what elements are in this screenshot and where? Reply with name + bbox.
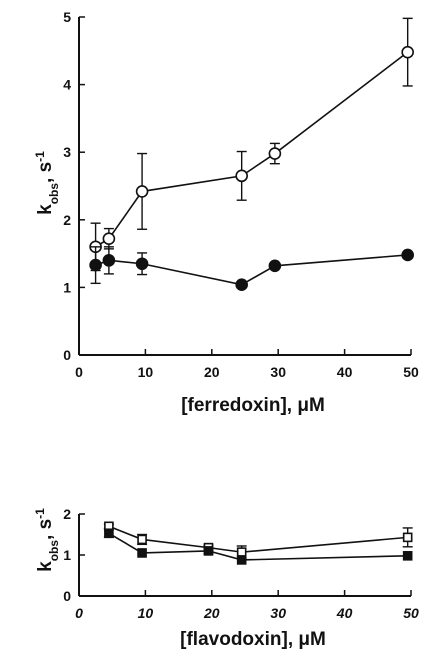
ferredoxin-x-axis-title: [ferredoxin], μM bbox=[181, 395, 325, 416]
flavodoxin-open-square-point bbox=[137, 534, 147, 545]
ferredoxin-open-circle-point bbox=[102, 232, 116, 246]
ferredoxin-open-circle-point bbox=[235, 169, 248, 183]
flavodoxin-filled-square-point bbox=[402, 551, 413, 561]
ferredoxin-y-tick-label: 5 bbox=[63, 9, 71, 25]
ferredoxin-filled-circle-point bbox=[401, 248, 414, 262]
ferredoxin-filled-circle-point bbox=[268, 259, 282, 273]
ferredoxin-open-circle-point bbox=[268, 147, 282, 160]
flavodoxin-x-tick-label: 0 bbox=[75, 605, 83, 621]
ferredoxin-x-tick-label: 50 bbox=[403, 364, 419, 380]
flavodoxin-x-tick-label: 30 bbox=[270, 605, 286, 621]
flavodoxin-y-axis-title: kobs, s-1 bbox=[33, 508, 61, 572]
ferredoxin-y-tick-label: 2 bbox=[63, 212, 71, 228]
flavodoxin-chart: 0 10 20 30 40 50 0 1 2 [flavodoxin], μM kobs, s-… bbox=[33, 506, 419, 650]
flavodoxin-x-tick-label: 40 bbox=[336, 605, 353, 621]
ferredoxin-x-tick-label: 10 bbox=[138, 364, 154, 380]
ferredoxin-open-circle-point bbox=[135, 185, 149, 198]
flavodoxin-series-line bbox=[108, 532, 408, 561]
flavodoxin-x-tick-label: 20 bbox=[203, 605, 220, 621]
ferredoxin-x-tick-label: 30 bbox=[270, 364, 286, 380]
ferredoxin-y-tick-label: 4 bbox=[63, 77, 71, 93]
flavodoxin-x-axis-title: [flavodoxin], μM bbox=[180, 629, 326, 650]
flavodoxin-y-tick-label: 1 bbox=[63, 547, 71, 563]
ferredoxin-filled-circle-point bbox=[89, 258, 102, 272]
flavodoxin-y-tick-label: 0 bbox=[63, 588, 71, 604]
flavodoxin-filled-square-point bbox=[203, 546, 214, 556]
ferredoxin-filled-circle-point bbox=[102, 254, 116, 267]
ferredoxin-y-axis-title: kobs, s-1 bbox=[33, 151, 61, 215]
ferredoxin-chart: 0 10 20 30 40 50 0 1 2 3 4 5 [ferredoxin], μM kobs,… bbox=[33, 9, 419, 416]
ferredoxin-y-tick-label: 1 bbox=[63, 279, 71, 295]
ferredoxin-x-tick-label: 20 bbox=[204, 364, 220, 380]
flavodoxin-ticks: 0 10 20 30 40 50 0 1 2 bbox=[63, 506, 419, 621]
ferredoxin-x-tick-label: 40 bbox=[337, 364, 353, 380]
ferredoxin-ticks: 0 10 20 30 40 50 0 1 2 3 4 5 bbox=[63, 9, 419, 380]
ferredoxin-x-tick-label: 0 bbox=[75, 364, 83, 380]
flavodoxin-series-line bbox=[108, 525, 408, 553]
flavodoxin-filled-square-point bbox=[137, 548, 147, 558]
ferredoxin-y-tick-label: 0 bbox=[63, 347, 71, 363]
flavodoxin-filled-square-point bbox=[104, 528, 114, 539]
ferredoxin-filled-circle-point bbox=[235, 278, 248, 291]
flavodoxin-open-square-point bbox=[236, 547, 247, 557]
ferredoxin-open-circle-point bbox=[401, 45, 414, 59]
flavodoxin-series bbox=[103, 521, 413, 565]
flavodoxin-x-tick-label: 10 bbox=[138, 605, 154, 621]
flavodoxin-open-square-point bbox=[402, 532, 413, 543]
flavodoxin-x-tick-label: 50 bbox=[403, 605, 419, 621]
flavodoxin-filled-square-point bbox=[236, 555, 247, 565]
ferredoxin-y-tick-label: 3 bbox=[63, 144, 71, 160]
ferredoxin-series bbox=[89, 17, 414, 291]
flavodoxin-y-tick-label: 2 bbox=[63, 506, 71, 522]
ferredoxin-axes bbox=[78, 17, 411, 356]
ferredoxin-filled-circle-point bbox=[135, 257, 149, 271]
